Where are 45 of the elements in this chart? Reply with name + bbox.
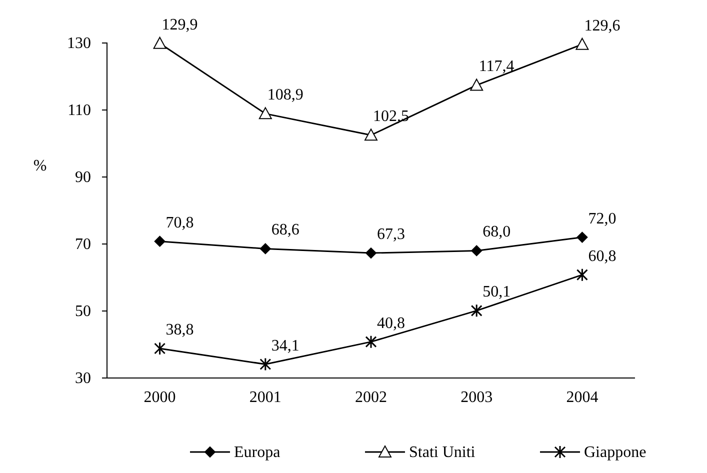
data-label: 38,8 bbox=[166, 322, 194, 339]
y-tick-label: 70 bbox=[75, 236, 91, 254]
legend-label: Europa bbox=[234, 444, 280, 461]
y-tick-label: 130 bbox=[67, 35, 91, 52]
point bbox=[258, 107, 272, 120]
point bbox=[576, 232, 588, 243]
x-tick-label: 2002 bbox=[355, 388, 387, 406]
legend-label: Stati Uniti bbox=[409, 444, 476, 461]
point bbox=[470, 304, 482, 318]
y-tick-label: 110 bbox=[68, 102, 91, 120]
data-label: 67,3 bbox=[377, 226, 405, 244]
y-tick-label: 30 bbox=[75, 370, 91, 388]
data-label: 60,8 bbox=[588, 248, 616, 265]
y-tick-label: 90 bbox=[75, 169, 91, 186]
point bbox=[153, 36, 166, 49]
point bbox=[471, 245, 482, 256]
point bbox=[365, 335, 377, 349]
point bbox=[260, 358, 272, 372]
data-label: 68,6 bbox=[271, 222, 300, 239]
data-label: 34,1 bbox=[271, 337, 300, 354]
data-label: 129,9 bbox=[162, 16, 198, 34]
point bbox=[576, 38, 589, 50]
point bbox=[154, 342, 166, 356]
point bbox=[364, 128, 378, 141]
data-label: 50,1 bbox=[482, 284, 511, 301]
point bbox=[576, 268, 588, 282]
x-tick-label: 2004 bbox=[566, 388, 598, 406]
legend-label: Giappone bbox=[584, 444, 646, 461]
y-axis-title: % bbox=[33, 158, 47, 174]
data-label: 70,8 bbox=[166, 214, 194, 232]
x-tick-label: 2003 bbox=[460, 388, 493, 406]
data-label: 40,8 bbox=[377, 314, 405, 332]
data-label: 102,5 bbox=[373, 108, 409, 126]
x-tick-label: 2001 bbox=[249, 388, 282, 406]
data-label: 108,9 bbox=[267, 86, 304, 104]
point bbox=[260, 243, 271, 254]
point bbox=[154, 236, 166, 247]
data-label: 129,6 bbox=[584, 17, 620, 34]
data-label: 72,0 bbox=[588, 210, 616, 228]
point bbox=[366, 248, 376, 259]
point bbox=[470, 78, 484, 91]
x-tick-label: 2000 bbox=[144, 388, 176, 406]
y-tick-label: 50 bbox=[75, 303, 91, 320]
data-label: 117,4 bbox=[478, 58, 514, 76]
data-label: 68,0 bbox=[482, 224, 511, 241]
